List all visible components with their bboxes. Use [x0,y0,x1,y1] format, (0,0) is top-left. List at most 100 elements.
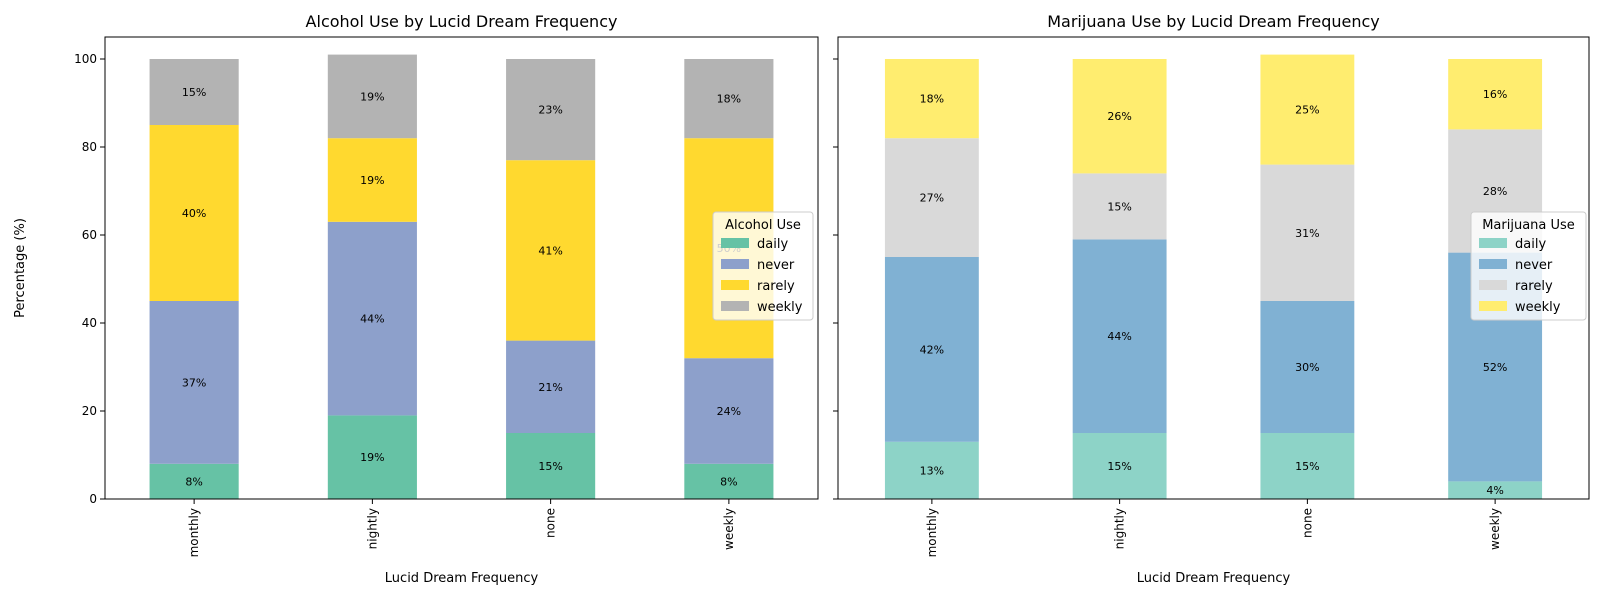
bar-segment-rarely-nightly [1072,173,1167,240]
legend-swatch-never [721,259,749,269]
x-tick-label: monthly [187,508,201,557]
chart-panel-0: 8% 37% 40% 15% 19% 44% 19% 19% 15% 21% 41% 23% 8% 24%… [13,12,819,586]
bar-segment-daily-weekly [684,463,774,499]
bar-segment-never-none [1260,301,1355,433]
plot-frame [104,36,819,500]
bar-segment-rarely-none [1260,164,1355,301]
data-label: 52% [1483,361,1507,374]
bar-segment-daily-monthly [149,463,239,499]
y-tick-label: 60 [82,228,97,242]
data-label: 31% [1295,227,1319,240]
data-label: 19% [360,90,384,103]
legend-label: rarely [757,279,795,294]
data-label: 30% [1295,361,1319,374]
bar-segment-rarely-nightly [327,138,417,222]
bar-segment-never-nightly [327,221,417,416]
bar-segment-never-monthly [149,301,239,464]
y-tick-label: 20 [82,404,97,418]
x-tick-label: weekly [722,508,736,550]
bar-segment-daily-none [1260,433,1355,499]
x-axis-title: Lucid Dream Frequency [385,571,539,586]
legend-swatch-rarely [721,280,749,290]
legend-title: Marijuana Use [1482,218,1575,233]
data-label: 18% [920,93,944,106]
bar-segment-daily-monthly [884,441,979,499]
y-tick-label: 80 [82,140,97,154]
chart-panel-1: 13% 42% 27% 18% 15% 44% 15% 26% 15% 30% 31% 25% 4% 52… [833,12,1590,586]
data-label: 25% [1295,104,1319,117]
bar-segment-never-weekly [684,358,774,464]
bar-segment-weekly-nightly [1072,59,1167,174]
legend-label: weekly [757,300,803,315]
y-tick-label: 100 [74,52,97,66]
bar-segment-never-monthly [884,257,979,442]
bar-segment-never-nightly [1072,239,1167,433]
y-tick-label: 0 [89,492,97,506]
bar-segment-daily-nightly [327,415,417,499]
chart-title: Alcohol Use by Lucid Dream Frequency [306,12,618,31]
legend: Marijuana Use daily never rarely weekly [1470,211,1587,321]
bar-segment-daily-none [506,433,596,499]
x-tick-label: nightly [1113,508,1127,549]
legend-swatch-weekly [1479,301,1507,311]
bar-segment-weekly-nightly [327,54,417,139]
legend-swatch-never [1479,259,1507,269]
legend-swatch-daily [1479,238,1507,248]
data-label: 41% [538,244,562,257]
data-label: 44% [1107,330,1131,343]
x-tick-label: weekly [1488,508,1502,550]
data-label: 13% [920,464,944,477]
data-label: 19% [360,451,384,464]
bar-segment-daily-nightly [1072,433,1167,499]
bar-segment-weekly-weekly [684,59,774,139]
plot-frame [837,36,1590,500]
y-tick-label: 40 [82,316,97,330]
data-label: 40% [182,207,206,220]
legend-title: Alcohol Use [725,218,801,233]
data-label: 23% [538,104,562,117]
legend-label: never [1515,258,1553,273]
data-label: 27% [920,192,944,205]
legend-label: weekly [1515,300,1561,315]
data-label: 8% [185,475,202,488]
bar-segment-weekly-monthly [884,59,979,139]
data-label: 42% [920,343,944,356]
bar-segment-weekly-weekly [1448,59,1543,130]
x-tick-label: monthly [925,508,939,557]
bar-segment-weekly-monthly [149,59,239,125]
x-tick-label: none [544,508,558,538]
legend-swatch-weekly [721,301,749,311]
legend-label: never [757,258,795,273]
legend: Alcohol Use daily never rarely weekly [712,211,814,321]
bar-segment-daily-weekly [1448,481,1543,499]
legend-label: daily [757,237,788,252]
bar-segment-rarely-monthly [149,125,239,301]
data-label: 24% [717,405,741,418]
legend-label: daily [1515,237,1546,252]
data-label: 37% [182,376,206,389]
bar-segment-rarely-monthly [884,138,979,257]
data-label: 15% [1107,460,1131,473]
x-tick-label: none [1300,508,1314,538]
data-label: 26% [1107,110,1131,123]
data-label: 15% [1107,200,1131,213]
data-label: 28% [1483,185,1507,198]
data-label: 8% [720,475,737,488]
chart-title: Marijuana Use by Lucid Dream Frequency [1047,12,1380,31]
legend-swatch-rarely [1479,280,1507,290]
data-label: 15% [182,86,206,99]
data-label: 4% [1486,484,1503,497]
bar-segment-weekly-none [506,59,596,161]
x-axis-title: Lucid Dream Frequency [1137,571,1291,586]
bar-segment-weekly-none [1260,54,1355,165]
bar-segment-rarely-none [506,160,596,341]
data-label: 44% [360,313,384,326]
data-label: 19% [360,174,384,187]
legend-swatch-daily [721,238,749,248]
bar-segment-never-none [506,340,596,433]
legend-label: rarely [1515,279,1553,294]
data-label: 21% [538,381,562,394]
data-label: 15% [538,460,562,473]
x-tick-label: nightly [365,508,379,549]
